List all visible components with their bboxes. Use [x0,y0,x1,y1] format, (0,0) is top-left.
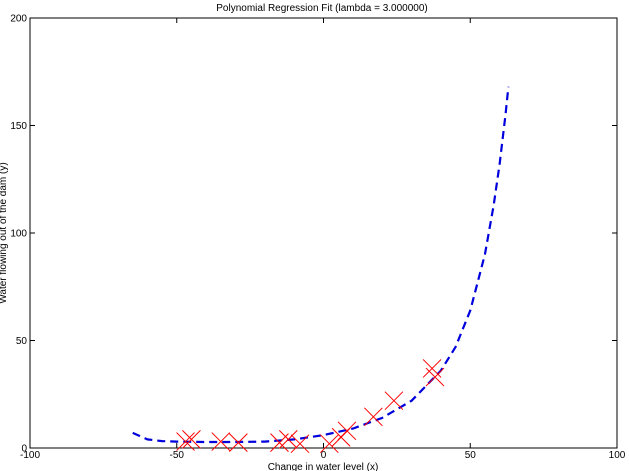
y-tick-label: 150 [10,121,27,132]
data-point-x-marker [320,434,339,454]
data-point-x-marker [290,434,310,454]
data-point-x-marker [278,430,298,449]
y-tick-label: 200 [10,14,27,25]
x-tick-label: -50 [170,450,185,461]
data-point-x-marker [364,407,383,427]
y-tick-label: 50 [16,336,28,347]
x-axis-label: Change in water level (x) [268,462,379,471]
y-tick-label: 0 [21,444,27,455]
x-tick-label: 0 [321,450,327,461]
data-points [176,359,445,454]
data-point-x-marker [384,391,404,411]
data-point-x-marker [211,432,231,451]
x-tick-label: -100 [20,450,40,461]
y-tick-label: 100 [10,229,27,240]
x-tick-label: 100 [609,450,626,461]
data-point-x-marker [176,432,195,451]
data-point-x-marker [182,430,201,449]
data-point-x-marker [229,433,248,452]
data-point-x-marker [337,421,357,441]
x-tick-label: 50 [465,450,477,461]
data-point-x-marker [425,367,445,387]
plot-frame [29,17,618,449]
axis-ticks: -100 -50 0 50 100 0 50 100 150 200 [10,14,625,462]
chart-title: Polynomial Regression Fit (lambda = 3.00… [216,3,428,14]
y-axis-label: Water flowing out of the dam (y) [0,162,9,303]
